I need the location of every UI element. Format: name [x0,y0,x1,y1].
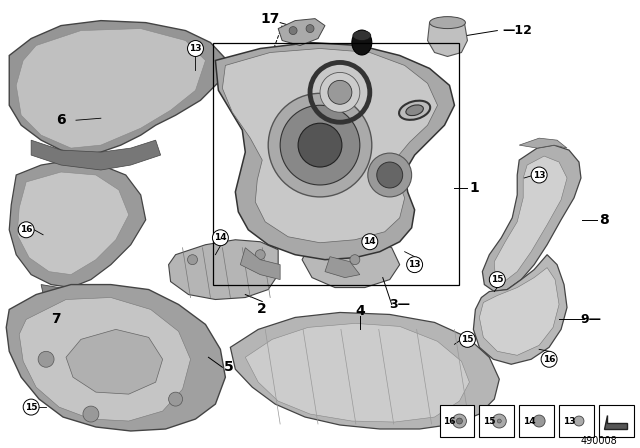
Circle shape [460,332,476,347]
Polygon shape [9,21,225,155]
Polygon shape [41,284,91,314]
Circle shape [368,153,412,197]
Circle shape [497,419,501,423]
Circle shape [23,399,39,415]
Text: 5: 5 [223,360,233,374]
Text: 6: 6 [56,113,66,127]
Circle shape [531,167,547,183]
Circle shape [298,123,342,167]
Text: 4: 4 [355,305,365,319]
Polygon shape [428,19,467,56]
Circle shape [188,40,204,56]
Circle shape [452,414,467,428]
Polygon shape [16,29,205,148]
Circle shape [406,257,422,273]
Ellipse shape [406,105,424,116]
Text: 11—: 11— [308,49,338,62]
Text: 7: 7 [51,312,61,327]
Circle shape [168,392,182,406]
Ellipse shape [429,17,465,29]
Polygon shape [519,138,567,148]
Circle shape [377,162,403,188]
Circle shape [328,80,352,104]
Text: 15: 15 [25,403,37,412]
Polygon shape [19,297,191,421]
Circle shape [83,406,99,422]
Polygon shape [9,160,146,288]
Circle shape [533,415,545,427]
Bar [559,405,594,437]
Text: 16: 16 [543,355,556,364]
Polygon shape [230,312,499,429]
Circle shape [362,234,378,250]
Circle shape [350,254,360,265]
Polygon shape [474,254,567,364]
Polygon shape [31,140,161,170]
Text: 15: 15 [483,417,496,426]
Polygon shape [245,323,469,422]
Circle shape [212,230,228,246]
Bar [519,405,554,437]
Text: 13: 13 [189,44,202,53]
Text: 15: 15 [491,275,504,284]
Circle shape [268,93,372,197]
Text: 2: 2 [257,302,267,316]
Polygon shape [278,19,325,46]
Text: 9—: 9— [580,313,602,326]
Polygon shape [6,284,225,431]
Text: 14: 14 [523,417,536,426]
Circle shape [574,416,584,426]
Circle shape [38,351,54,367]
Ellipse shape [352,30,372,55]
Text: 8: 8 [599,213,609,227]
Circle shape [188,254,198,265]
Circle shape [541,351,557,367]
Polygon shape [325,257,360,278]
Text: 16: 16 [20,225,33,234]
Polygon shape [222,48,438,243]
Ellipse shape [353,30,371,40]
Polygon shape [494,156,567,282]
Polygon shape [302,238,400,288]
Circle shape [306,25,314,33]
Bar [479,405,514,437]
Text: 10—: 10— [390,92,420,105]
Text: 14: 14 [214,233,227,242]
Text: 13: 13 [533,171,545,180]
Circle shape [320,73,360,112]
Polygon shape [479,267,559,355]
Circle shape [490,271,505,288]
Polygon shape [66,329,163,394]
Text: 13: 13 [408,260,421,269]
Text: 1: 1 [470,181,479,195]
Polygon shape [17,172,129,275]
Text: —10: —10 [318,66,348,79]
Text: 14: 14 [364,237,376,246]
Circle shape [280,105,360,185]
Polygon shape [604,415,627,429]
Text: 13: 13 [563,417,575,426]
Text: 15: 15 [461,335,474,344]
Circle shape [255,250,265,260]
Text: 3—: 3— [389,298,410,311]
Ellipse shape [399,101,430,120]
Polygon shape [483,145,581,292]
Circle shape [18,222,34,238]
Circle shape [456,418,463,424]
Text: —12: —12 [502,24,532,37]
Text: 17: 17 [260,12,280,26]
Text: 16: 16 [444,417,456,426]
Circle shape [289,26,297,34]
Polygon shape [240,248,280,280]
Bar [440,405,474,437]
Circle shape [492,414,506,428]
Polygon shape [216,43,454,260]
Bar [599,405,634,437]
Polygon shape [168,240,278,300]
Text: 490008: 490008 [580,436,617,446]
